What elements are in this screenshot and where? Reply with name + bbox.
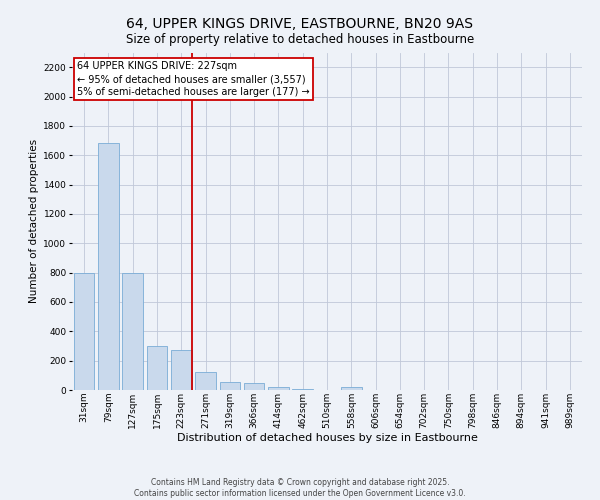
Y-axis label: Number of detached properties: Number of detached properties (29, 139, 39, 304)
Bar (244, 384, 265, 390)
Bar (122, 272, 143, 390)
Text: 64 UPPER KINGS DRIVE: 227sqm
← 95% of detached houses are smaller (3,557)
5% of : 64 UPPER KINGS DRIVE: 227sqm ← 95% of de… (77, 61, 310, 98)
Text: 64, UPPER KINGS DRIVE, EASTBOURNE, BN20 9AS: 64, UPPER KINGS DRIVE, EASTBOURNE, BN20 … (127, 18, 473, 32)
Bar (341, 388, 362, 390)
Bar (171, 350, 191, 390)
Bar (195, 372, 216, 390)
Bar (268, 387, 289, 390)
Text: Contains HM Land Registry data © Crown copyright and database right 2025.
Contai: Contains HM Land Registry data © Crown c… (134, 478, 466, 498)
Bar (220, 382, 240, 390)
Text: Size of property relative to detached houses in Eastbourne: Size of property relative to detached ho… (126, 32, 474, 46)
Bar (98, 144, 119, 390)
X-axis label: Distribution of detached houses by size in Eastbourne: Distribution of detached houses by size … (176, 434, 478, 444)
Bar (292, 388, 313, 390)
Bar (146, 346, 167, 390)
Bar (74, 272, 94, 390)
